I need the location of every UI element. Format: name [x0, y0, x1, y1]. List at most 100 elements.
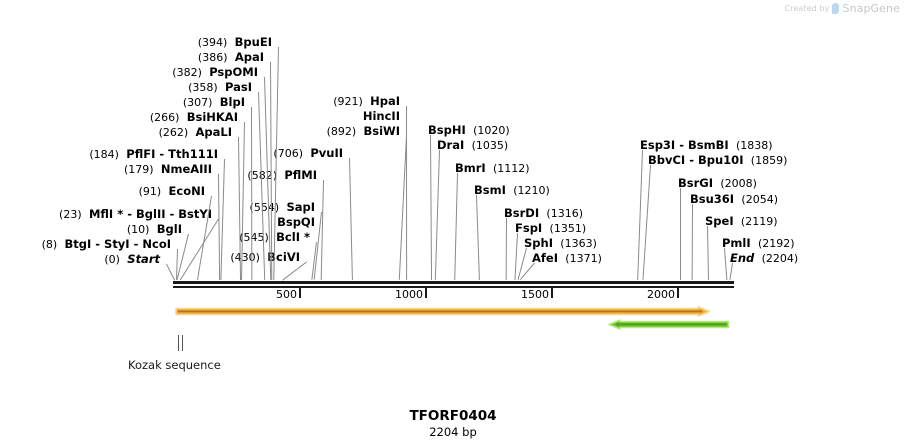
- enzyme-label-BsmI[interactable]: BsmI (1210): [474, 184, 550, 197]
- enzyme-label-PmlI[interactable]: PmlI (2192): [722, 237, 795, 250]
- enzyme-label-BbvCI[interactable]: BbvCI - Bpu10I (1859): [648, 154, 787, 167]
- enzyme-label-ApaI[interactable]: (386) ApaI: [198, 51, 264, 64]
- label-position: (1020): [473, 124, 510, 137]
- enzyme-name[interactable]: AfeI: [532, 251, 558, 265]
- enzyme-name[interactable]: EcoNI: [168, 184, 205, 198]
- feature-tag-arrow[interactable]: [608, 319, 730, 330]
- enzyme-name[interactable]: BsiWI: [363, 124, 400, 138]
- enzyme-name[interactable]: End: [730, 251, 755, 265]
- enzyme-name[interactable]: BsmBI: [688, 138, 729, 152]
- enzyme-label-HincII[interactable]: HincII: [363, 110, 400, 122]
- enzyme-name[interactable]: Bpu10I: [698, 153, 744, 167]
- enzyme-label-BclI[interactable]: (545) BclI *: [239, 231, 310, 244]
- enzyme-name[interactable]: MflI *: [88, 207, 124, 221]
- enzyme-label-MflI[interactable]: (23) MflI * - BglII - BstYI: [59, 208, 212, 221]
- enzyme-name[interactable]: BtgI: [64, 237, 92, 251]
- kozak-sequence-mark[interactable]: [178, 335, 184, 351]
- enzyme-label-HpaI[interactable]: (921) HpaI: [333, 95, 400, 108]
- enzyme-name[interactable]: HpaI: [370, 94, 400, 108]
- label-position: (1371): [565, 252, 602, 265]
- enzyme-name[interactable]: BspHI: [428, 123, 466, 137]
- enzyme-label-Esp3I[interactable]: Esp3I - BsmBI (1838): [640, 139, 773, 152]
- snapgene-watermark: Created by SnapGene: [784, 2, 900, 15]
- enzyme-label-BlpI[interactable]: (307) BlpI: [183, 96, 245, 109]
- enzyme-label-Start[interactable]: (0) Start: [104, 253, 160, 266]
- enzyme-name[interactable]: Esp3I: [640, 138, 676, 152]
- enzyme-label-BsrDI[interactable]: BsrDI (1316): [504, 207, 583, 220]
- label-position: (430): [230, 251, 260, 264]
- enzyme-name[interactable]: ApaI: [234, 50, 264, 64]
- enzyme-label-PspOMI[interactable]: (382) PspOMI: [172, 66, 258, 79]
- enzyme-name[interactable]: BpuEI: [234, 35, 272, 49]
- enzyme-label-FspI[interactable]: FspI (1351): [515, 222, 586, 235]
- leader-BlpI: [251, 106, 253, 281]
- enzyme-name[interactable]: HincII: [362, 109, 400, 123]
- label-position: (386): [197, 51, 228, 64]
- enzyme-name[interactable]: BglI: [156, 222, 182, 236]
- enzyme-name[interactable]: BclI *: [276, 230, 310, 244]
- enzyme-name[interactable]: PflFI: [126, 147, 156, 161]
- enzyme-label-PflFI[interactable]: (184) PflFI - Tth111I: [89, 148, 218, 161]
- enzyme-name[interactable]: BlpI: [219, 95, 245, 109]
- enzyme-name[interactable]: BmrI: [455, 161, 486, 175]
- enzyme-label-BciVI[interactable]: (430) BciVI: [230, 251, 300, 264]
- enzyme-label-SphI[interactable]: SphI (1363): [524, 237, 597, 250]
- label-position: (91): [138, 185, 162, 198]
- enzyme-label-BtgI[interactable]: (8) BtgI - StyI - NcoI: [42, 238, 171, 251]
- leader-BsrGI: [680, 187, 682, 281]
- enzyme-label-BglI[interactable]: (10) BglI: [127, 223, 182, 236]
- enzyme-name[interactable]: Bsu36I: [690, 192, 735, 206]
- enzyme-label-SapI[interactable]: (554) SapI: [250, 201, 315, 214]
- label-position: (2119): [740, 215, 778, 228]
- enzyme-name[interactable]: BsmI: [474, 183, 506, 197]
- enzyme-label-AfeI[interactable]: AfeI (1371): [532, 252, 602, 265]
- enzyme-name[interactable]: BspQI: [277, 215, 315, 229]
- enzyme-name[interactable]: NmeAIII: [160, 162, 212, 176]
- enzyme-label-PflMI[interactable]: (582) PflMI: [247, 169, 317, 182]
- enzyme-separator: -: [123, 207, 136, 221]
- enzyme-name[interactable]: FspI: [515, 221, 543, 235]
- enzyme-name[interactable]: BsiHKAI: [186, 110, 238, 124]
- enzyme-label-BpuEI[interactable]: (394) BpuEI: [198, 36, 272, 49]
- feature-orf-arrow[interactable]: [175, 306, 711, 317]
- enzyme-label-BsiWI[interactable]: (892) BsiWI: [327, 125, 400, 138]
- enzyme-name[interactable]: SapI: [286, 200, 315, 214]
- enzyme-label-SpeI[interactable]: SpeI (2119): [705, 215, 777, 228]
- enzyme-name[interactable]: SphI: [524, 236, 553, 250]
- enzyme-name[interactable]: ApaLI: [195, 125, 233, 139]
- enzyme-name[interactable]: PasI: [224, 80, 252, 94]
- enzyme-name[interactable]: BbvCI: [648, 153, 686, 167]
- label-position: (706): [273, 147, 304, 160]
- enzyme-label-BsrGI[interactable]: BsrGI (2008): [678, 177, 757, 190]
- enzyme-name[interactable]: BglII: [136, 207, 166, 221]
- enzyme-name[interactable]: Start: [127, 252, 160, 266]
- enzyme-name[interactable]: PflMI: [284, 168, 317, 182]
- enzyme-name[interactable]: PvuII: [310, 146, 343, 160]
- enzyme-name[interactable]: BstYI: [178, 207, 212, 221]
- enzyme-label-BspQI[interactable]: BspQI: [277, 216, 315, 228]
- enzyme-name[interactable]: PmlI: [722, 236, 751, 250]
- enzyme-label-NmeAIII[interactable]: (179) NmeAIII: [124, 163, 212, 176]
- enzyme-label-Bsu36I[interactable]: Bsu36I (2054): [690, 193, 778, 206]
- enzyme-label-PvuII[interactable]: (706) PvuII: [273, 147, 343, 160]
- enzyme-name[interactable]: NcoI: [142, 237, 171, 251]
- leader-DraI: [434, 149, 440, 281]
- enzyme-name[interactable]: StyI: [104, 237, 130, 251]
- enzyme-label-EcoNI[interactable]: (91) EcoNI: [139, 185, 205, 198]
- enzyme-label-ApaLI[interactable]: (262) ApaLI: [159, 126, 232, 139]
- enzyme-label-PasI[interactable]: (358) PasI: [188, 81, 252, 94]
- label-position: (2008): [720, 177, 757, 190]
- enzyme-name[interactable]: BsrDI: [504, 206, 540, 220]
- enzyme-label-DraI[interactable]: DraI (1035): [437, 139, 508, 152]
- enzyme-label-BspHI[interactable]: BspHI (1020): [428, 124, 510, 137]
- enzyme-label-BmrI[interactable]: BmrI (1112): [455, 162, 530, 175]
- enzyme-name[interactable]: BciVI: [267, 250, 300, 264]
- enzyme-label-BsiHKAI[interactable]: (266) BsiHKAI: [150, 111, 238, 124]
- enzyme-name[interactable]: Tth111I: [168, 147, 218, 161]
- enzyme-name[interactable]: PspOMI: [209, 65, 258, 79]
- enzyme-name[interactable]: BsrGI: [678, 176, 713, 190]
- label-position: (307): [182, 96, 213, 109]
- enzyme-name[interactable]: DraI: [437, 138, 465, 152]
- enzyme-name[interactable]: SpeI: [705, 214, 734, 228]
- enzyme-label-End[interactable]: End (2204): [730, 252, 798, 265]
